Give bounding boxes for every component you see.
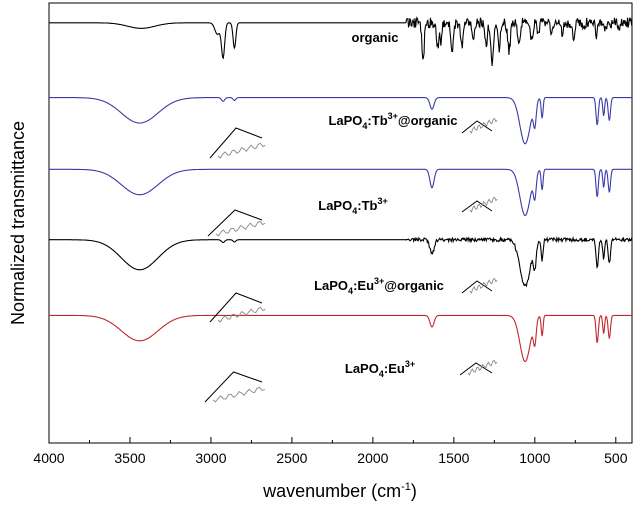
- inset-wedge-insetA2: [208, 210, 262, 236]
- inset-trace-insetB2: [470, 197, 497, 212]
- inset-wedge-insetA1: [210, 128, 262, 158]
- series-line-5: [49, 315, 632, 361]
- x-tick-label-1500: 1500: [438, 450, 469, 466]
- inset-wedge-insetA3: [210, 293, 262, 322]
- inset-trace-insetA2: [216, 221, 265, 236]
- y-axis-label: Normalized transmittance: [8, 121, 28, 325]
- plot-frame: [49, 3, 632, 443]
- series-layer: [49, 18, 632, 362]
- series-label-4: LaPO4:Eu3+@organic: [314, 276, 444, 296]
- series-label-5: LaPO4:Eu3+: [345, 359, 415, 379]
- series-label-1: organic: [352, 30, 399, 45]
- x-tick-label-2500: 2500: [276, 450, 307, 466]
- x-axis-label-main: wavenumber (cm: [262, 481, 401, 501]
- x-axis-label: wavenumber (cm-1): [262, 481, 417, 501]
- x-tick-label-3000: 3000: [195, 450, 226, 466]
- x-axis-ticks: 4000 3500 3000 2500 2000 1500 1000 500: [33, 437, 627, 466]
- x-tick-label-4000: 4000: [33, 450, 64, 466]
- series-label-3: LaPO4:Tb3+: [318, 196, 387, 216]
- x-tick-label-500: 500: [604, 450, 628, 466]
- inset-trace-insetA1: [218, 143, 265, 158]
- series-line-1: [49, 18, 632, 66]
- x-axis-label-close: ): [411, 481, 417, 501]
- x-tick-label-2000: 2000: [357, 450, 388, 466]
- inset-trace-insetA3: [218, 307, 265, 322]
- x-axis-label-sup: -1: [401, 481, 411, 493]
- inset-trace-insetA4: [213, 387, 265, 402]
- series-labels: organic LaPO4:Tb3+@organic LaPO4:Tb3+ LaPO4…: [314, 30, 457, 379]
- inset-layer: [205, 118, 497, 402]
- series-label-2: LaPO4:Tb3+@organic: [328, 111, 457, 131]
- x-tick-label-1000: 1000: [519, 450, 550, 466]
- x-tick-label-3500: 3500: [114, 450, 145, 466]
